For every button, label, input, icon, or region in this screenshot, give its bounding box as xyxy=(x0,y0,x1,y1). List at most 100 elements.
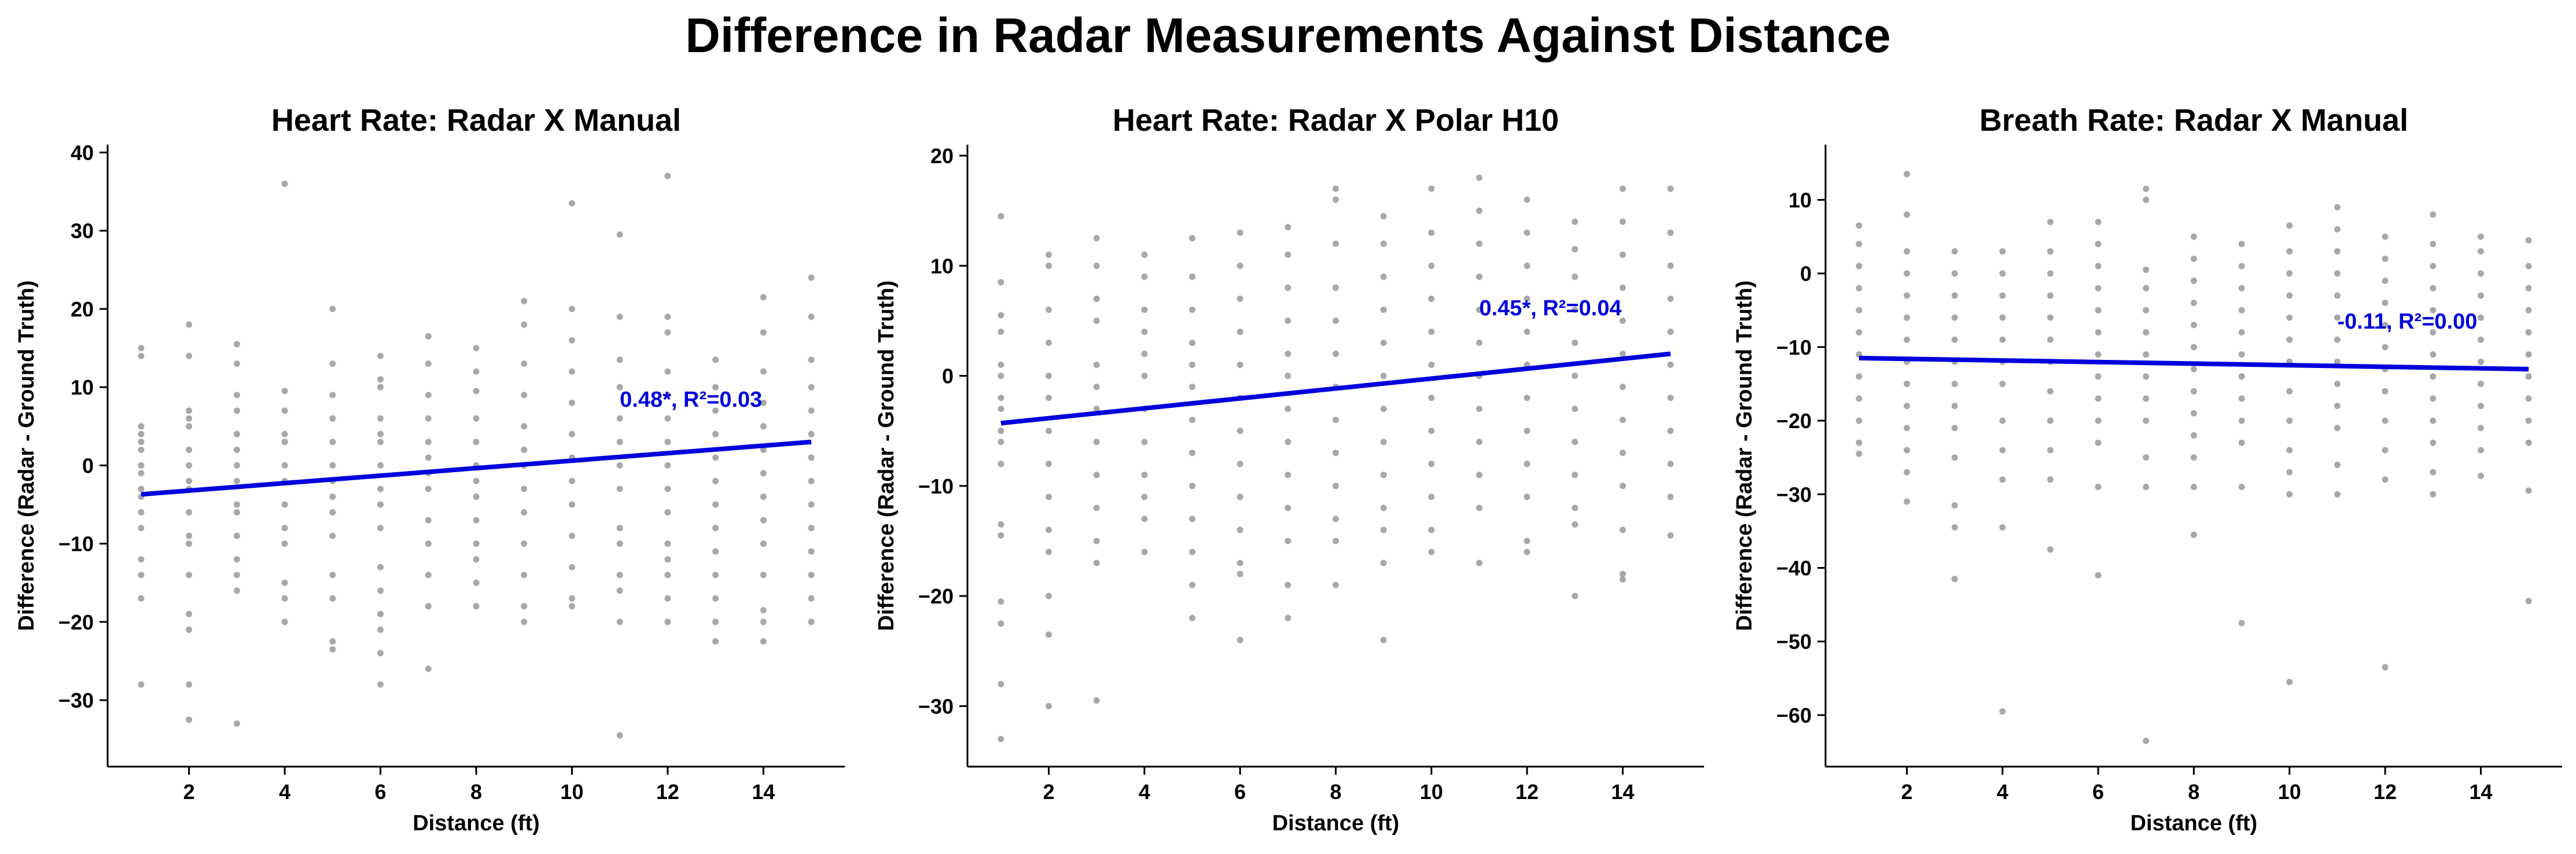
data-point xyxy=(1667,461,1674,468)
data-point xyxy=(2478,425,2484,432)
data-point xyxy=(1380,340,1387,346)
data-point xyxy=(186,532,193,539)
data-point xyxy=(1904,171,1910,178)
data-point xyxy=(1572,273,1578,280)
data-point xyxy=(569,603,575,610)
data-point xyxy=(1523,395,1530,402)
data-point xyxy=(712,384,719,391)
data-point xyxy=(1046,340,1052,346)
data-point xyxy=(1476,340,1482,346)
data-point xyxy=(2286,388,2293,395)
regression-annotation: -0.11, R²=0.00 xyxy=(2337,310,2477,334)
y-tick-label: 10 xyxy=(71,376,94,399)
data-point xyxy=(377,626,384,633)
data-point xyxy=(712,501,719,508)
data-point xyxy=(138,423,145,430)
x-tick-label: 2 xyxy=(1901,780,1913,804)
data-point xyxy=(2191,366,2197,373)
data-point xyxy=(998,279,1004,286)
data-point xyxy=(2430,491,2437,498)
data-point xyxy=(1428,329,1435,335)
data-point xyxy=(1428,362,1435,368)
data-point xyxy=(2191,410,2197,417)
data-point xyxy=(2382,664,2389,671)
data-point xyxy=(138,470,145,477)
data-point xyxy=(425,572,432,579)
data-point xyxy=(664,509,671,516)
data-point xyxy=(1141,273,1148,280)
data-point xyxy=(1046,428,1052,435)
data-point xyxy=(569,595,575,602)
data-point xyxy=(1380,273,1387,280)
data-point xyxy=(2334,358,2341,365)
y-axis-label: Difference (Radar - Ground Truth) xyxy=(874,281,899,631)
data-point xyxy=(377,485,384,492)
data-point xyxy=(281,525,288,532)
data-point xyxy=(138,352,145,359)
data-point xyxy=(1046,395,1052,402)
data-point xyxy=(233,556,240,563)
data-point xyxy=(2095,417,2102,424)
scatter-points xyxy=(138,172,815,739)
data-point xyxy=(1904,381,1910,387)
data-point xyxy=(1523,549,1530,555)
data-point xyxy=(1285,317,1291,324)
data-point xyxy=(1856,241,1863,248)
data-point xyxy=(2238,439,2245,446)
data-point xyxy=(2478,233,2484,240)
data-point xyxy=(2238,285,2245,292)
data-point xyxy=(712,430,719,437)
data-point xyxy=(281,388,288,395)
data-point xyxy=(1856,439,1863,446)
data-point xyxy=(998,598,1004,605)
data-point xyxy=(808,548,815,555)
data-point xyxy=(2143,738,2150,744)
data-point xyxy=(1380,505,1387,511)
data-point xyxy=(1999,292,2006,299)
data-point xyxy=(2478,403,2484,410)
data-point xyxy=(1904,314,1910,321)
data-point xyxy=(2191,484,2197,491)
data-point xyxy=(664,392,671,399)
data-point xyxy=(1380,472,1387,478)
data-point xyxy=(1856,285,1863,292)
data-point xyxy=(233,720,240,727)
data-point xyxy=(425,333,432,340)
data-point xyxy=(1667,262,1674,269)
data-point xyxy=(2430,395,2437,402)
data-point xyxy=(664,556,671,563)
data-point xyxy=(2525,329,2532,336)
y-tick-label: 20 xyxy=(930,144,954,168)
data-point xyxy=(2478,270,2484,277)
data-point xyxy=(186,540,193,547)
data-point xyxy=(233,407,240,414)
data-point xyxy=(2047,417,2054,424)
data-point xyxy=(1523,428,1530,435)
data-point xyxy=(1189,614,1195,621)
data-point xyxy=(1285,406,1291,413)
data-point xyxy=(2334,270,2341,277)
data-point xyxy=(2143,307,2150,314)
chart-title: Heart Rate: Radar X Polar H10 xyxy=(1113,103,1559,138)
data-point xyxy=(1333,284,1339,291)
data-point xyxy=(664,619,671,625)
data-point xyxy=(233,360,240,367)
y-tick-label: −20 xyxy=(58,610,94,634)
data-point xyxy=(2191,322,2197,329)
data-point xyxy=(2238,241,2245,248)
data-point xyxy=(377,376,384,383)
x-tick-label: 14 xyxy=(1611,780,1634,804)
data-point xyxy=(808,572,815,579)
data-point xyxy=(998,620,1004,627)
data-point xyxy=(1428,185,1435,192)
data-point xyxy=(808,619,815,625)
scatter-points xyxy=(998,174,1674,742)
y-tick-label: 20 xyxy=(71,297,94,321)
data-point xyxy=(521,572,528,579)
data-point xyxy=(998,329,1004,335)
data-point xyxy=(329,509,336,516)
data-point xyxy=(760,470,767,477)
data-point xyxy=(760,638,767,645)
chart-title: Heart Rate: Radar X Manual xyxy=(271,103,681,138)
data-point xyxy=(138,345,145,352)
